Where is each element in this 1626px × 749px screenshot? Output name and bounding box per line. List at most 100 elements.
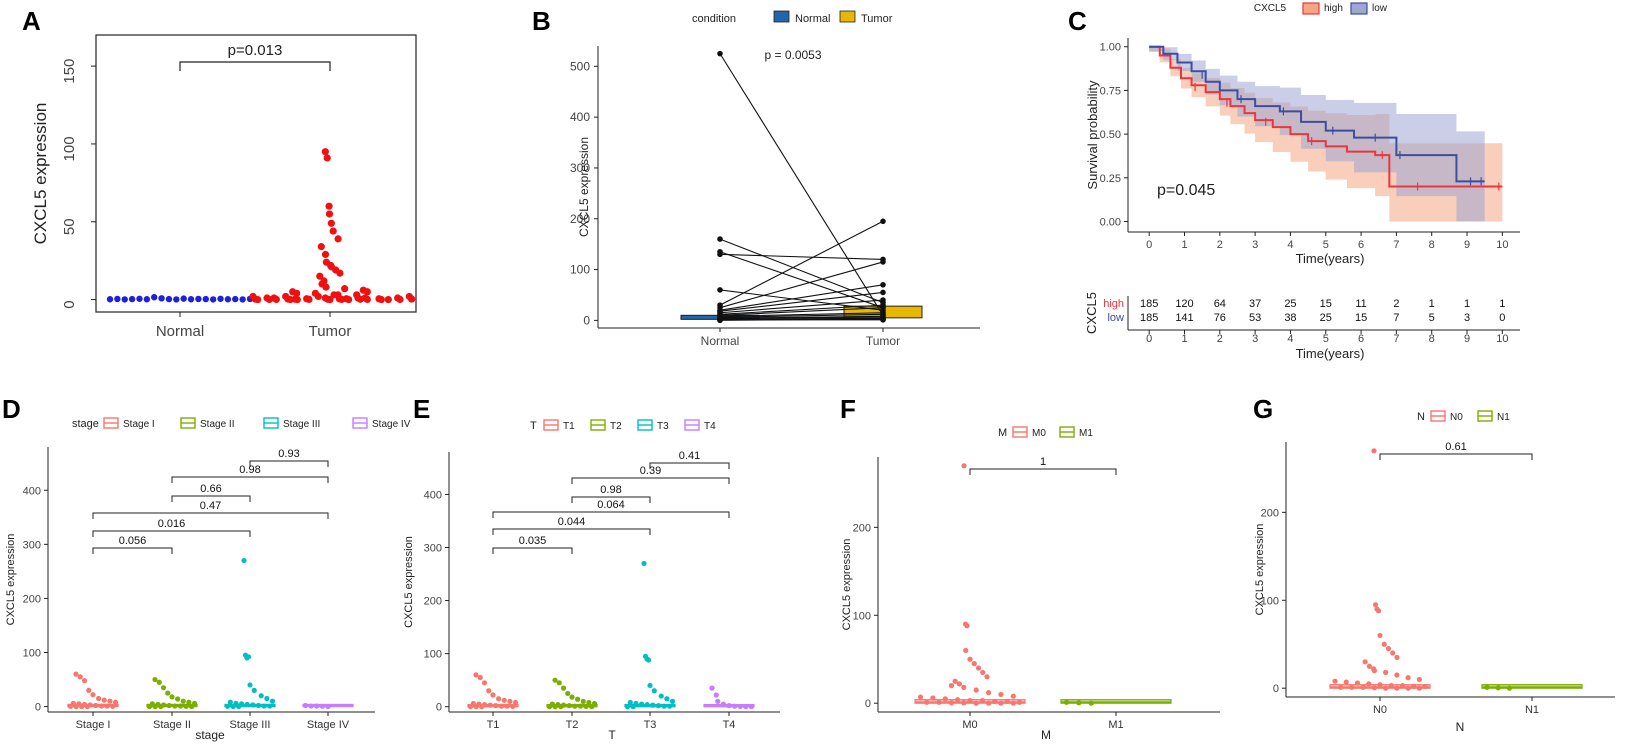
- panel-a-normal-point: [217, 295, 224, 302]
- panel-b-ytick-label: 100: [570, 263, 590, 277]
- panel-e-comparison-bracket: [649, 462, 730, 469]
- panel-f-point: [948, 683, 955, 689]
- panel-c-risk-count: 3: [1464, 312, 1470, 324]
- panel-c-risk-xtick-label: 1: [1181, 333, 1187, 345]
- panel-d-point: [308, 703, 314, 709]
- panel-f-point: [942, 696, 948, 702]
- panel-a-normal-point: [121, 296, 128, 303]
- panel-g-comparison-bracket: [1379, 453, 1533, 460]
- panel-c-ytick-label: 1.00: [1100, 42, 1121, 54]
- panel-a-tumor-point: [317, 243, 325, 251]
- panel-d-comparison-label: 0.93: [278, 448, 299, 460]
- panel-d-point: [81, 678, 88, 684]
- panel-d-legend-label: Stage I: [123, 419, 155, 430]
- panel-a-tumor-point: [341, 285, 349, 293]
- panel-a-normal-point: [143, 296, 151, 303]
- panel-a-ytick-label: 150: [61, 59, 78, 84]
- panel-e-point: [732, 703, 738, 709]
- panel-c-legend-label: high: [1324, 3, 1343, 14]
- panel-c-risk-count: 15: [1355, 312, 1367, 324]
- panel-c-risk-count: 2: [1393, 298, 1399, 310]
- panel-g-point: [1405, 675, 1411, 681]
- panel-e-point: [546, 704, 553, 710]
- panel-a-tumor-point: [384, 295, 392, 304]
- panel-e-comparison-bracket: [571, 477, 730, 484]
- panel-g-point: [1383, 685, 1389, 691]
- panel-d-point: [267, 703, 273, 709]
- panel-e-point: [569, 694, 575, 700]
- panel-e-point: [487, 702, 493, 708]
- panel-e-point: [575, 696, 581, 702]
- panel-e-legend-label: T1: [563, 421, 575, 432]
- panel-e-point: [645, 657, 652, 663]
- panel-d-point: [152, 676, 158, 683]
- panel-f-point: [967, 656, 973, 662]
- panel-e-point: [661, 703, 667, 709]
- panel-d-point: [264, 695, 270, 702]
- panel-a-tumor-point: [396, 295, 404, 303]
- panel-d-point: [186, 699, 192, 705]
- panel-f-ylabel: CXCL5 expression: [841, 539, 853, 631]
- panel-e-point: [647, 682, 653, 689]
- panel-e-xlabel: T: [608, 728, 616, 742]
- panel-a-tumor-point: [321, 148, 329, 156]
- panel-c-ytick-label: 0.75: [1100, 85, 1121, 97]
- panel-d-comparison-label: 0.056: [119, 535, 147, 547]
- panel-d-point: [177, 703, 184, 709]
- panel-a-normal-point: [209, 296, 217, 303]
- panel-e-point: [473, 704, 479, 710]
- panel-c-xtick-label: 0: [1146, 239, 1152, 251]
- panel-c-risk-count: 141: [1175, 312, 1193, 324]
- panel-b-pair-point: [880, 218, 886, 225]
- panel-f-point: [975, 665, 982, 671]
- panel-a-tumor-point: [345, 295, 353, 304]
- panel-f-comparison-bracket: [969, 468, 1117, 475]
- panel-e-point: [496, 696, 502, 702]
- panel-a-normal-point: [128, 295, 136, 303]
- panel-b-pvalue: p = 0.0053: [764, 48, 821, 62]
- panel-c-risk-xtick-label: 5: [1323, 333, 1329, 345]
- panel-b-ytick-label: 500: [570, 59, 590, 73]
- panel-e-ytick-label: 0: [436, 702, 442, 714]
- panel-b-pair-point: [880, 259, 886, 265]
- panel-d-comparison-label: 0.47: [200, 500, 221, 512]
- panel-a-xtick-label: Tumor: [309, 323, 352, 340]
- panel-f-point: [1076, 700, 1082, 706]
- panel-d-comparison-bracket: [171, 495, 251, 502]
- panel-c-ytick-label: 0.25: [1100, 173, 1121, 185]
- panel-g-legend-title: N: [1417, 411, 1425, 423]
- panel-a-normal-point: [158, 295, 165, 302]
- panel-d-ytick-label: 0: [35, 702, 41, 714]
- panel-e-point: [512, 699, 519, 706]
- panel-c-risk-xtick-label: 0: [1146, 333, 1152, 345]
- panel-g-xtick-label: N0: [1373, 704, 1387, 716]
- panel-e-xtick-label: T2: [566, 719, 579, 731]
- panel-f-comparison-label: 1: [1040, 456, 1046, 468]
- panel-f-xtick-label: M0: [962, 719, 977, 731]
- panel-d-point: [110, 703, 116, 709]
- panel-f-point: [985, 700, 992, 706]
- panel-d-point: [302, 702, 309, 709]
- panel-a-normal-point: [232, 295, 239, 303]
- panel-c-pvalue: p=0.045: [1157, 182, 1215, 199]
- panel-g-point: [1360, 684, 1366, 690]
- panel-d-point: [255, 702, 262, 709]
- panel-e-point: [586, 699, 592, 706]
- panel-a-pvalue: p=0.013: [228, 42, 283, 59]
- panel-a-tumor-point: [293, 295, 301, 304]
- panel-b-pair-line: [719, 284, 884, 311]
- panel-d-point: [258, 693, 264, 699]
- panel-g-point: [1366, 663, 1372, 669]
- panel-g-point: [1338, 684, 1344, 690]
- panel-a-tumor-point: [323, 154, 331, 162]
- panel-e-point: [501, 697, 507, 703]
- panel-a-xtick-label: Normal: [156, 323, 204, 340]
- panel-a-normal-point: [173, 296, 180, 303]
- panel-b-xtick-label: Normal: [701, 334, 740, 348]
- panel-c-legend-title: CXCL5: [1254, 3, 1287, 14]
- panel-e-point: [650, 702, 656, 708]
- panel-b-legend-label: Tumor: [861, 13, 893, 25]
- panel-c-risk-count: 64: [1214, 298, 1226, 310]
- panel-e-legend-label: T2: [610, 421, 622, 432]
- panel-b-pair-point: [880, 316, 886, 322]
